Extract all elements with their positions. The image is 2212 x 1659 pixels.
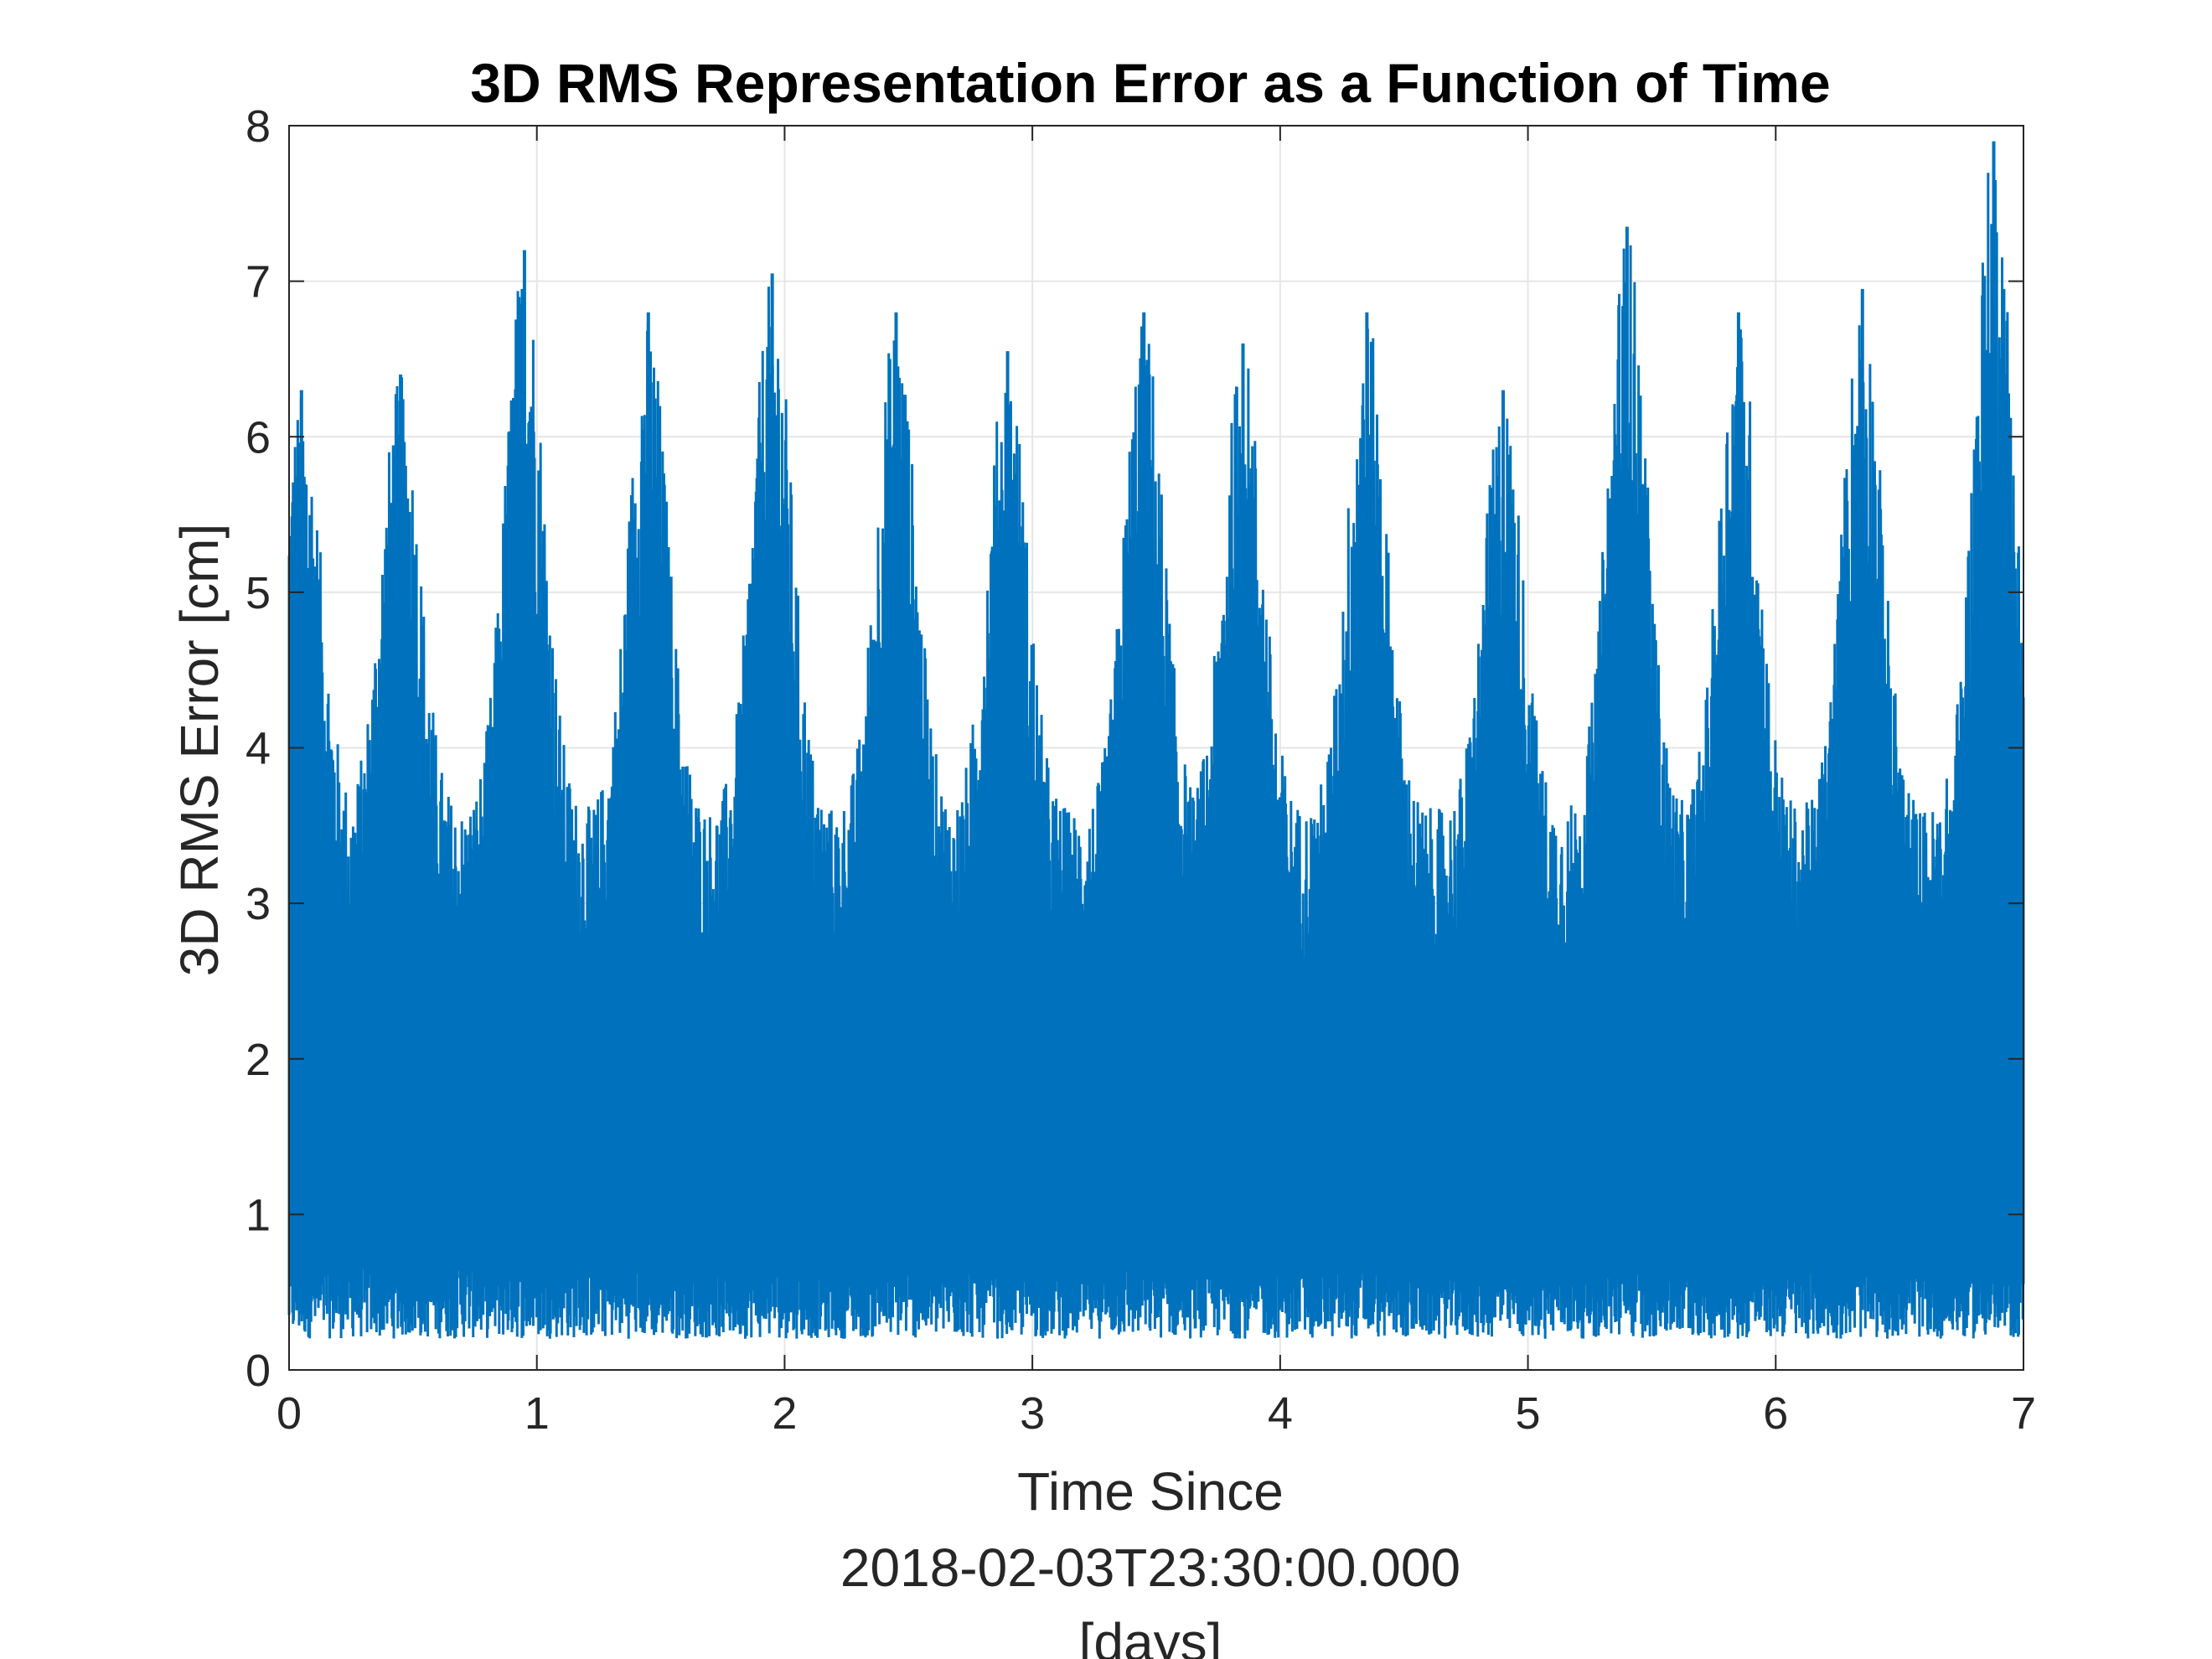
x-tick-label: 3 — [1020, 1388, 1045, 1439]
y-tick-label: 6 — [245, 412, 271, 463]
x-tick-label: 1 — [525, 1388, 550, 1439]
y-tick-label: 4 — [245, 724, 271, 774]
y-tick-label: 3 — [245, 879, 271, 929]
y-tick-label: 2 — [245, 1035, 271, 1085]
y-tick-label: 7 — [245, 257, 271, 308]
y-axis-label: 3D RMS Error [cm] — [169, 524, 230, 976]
x-tick-label: 0 — [276, 1388, 302, 1439]
x-axis-label-line-2: 2018-02-03T23:30:00.000 — [840, 1538, 1460, 1598]
y-tick-label: 1 — [245, 1190, 271, 1240]
y-tick-labels: 0 1 2 3 4 5 6 7 8 — [245, 101, 271, 1396]
x-tick-label: 4 — [1268, 1388, 1293, 1439]
x-tick-label: 7 — [2011, 1388, 2036, 1439]
x-tick-label: 6 — [1763, 1388, 1788, 1439]
x-tick-label: 5 — [1516, 1388, 1541, 1439]
series-line — [287, 173, 2025, 1339]
data-series — [287, 141, 2025, 1339]
tick-marks — [288, 125, 2024, 1371]
y-tick-label: 0 — [245, 1346, 271, 1396]
x-tick-labels: 0 1 2 3 4 5 6 7 — [276, 1388, 2036, 1439]
x-tick-label: 2 — [772, 1388, 797, 1439]
y-tick-label: 8 — [245, 101, 271, 152]
y-tick-label: 5 — [245, 568, 271, 618]
x-axis-label-line-1: Time Since — [1017, 1461, 1284, 1522]
x-axis-label-line-3: [days] — [1079, 1612, 1222, 1659]
chart-title: 3D RMS Representation Error as a Functio… — [470, 52, 1830, 114]
